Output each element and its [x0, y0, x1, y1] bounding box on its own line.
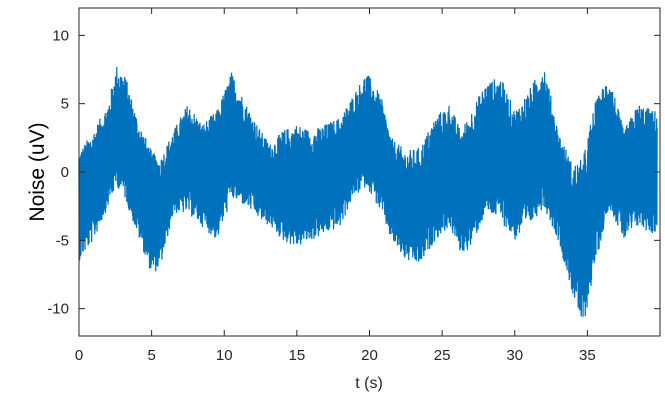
x-tick-label: 0 — [75, 347, 83, 364]
x-axis-label: t (s) — [355, 375, 383, 392]
x-tick-label: 15 — [289, 347, 306, 364]
noise-signal-layer — [78, 66, 658, 317]
y-tick-label: 5 — [61, 96, 69, 113]
y-axis-label: Noise (uV) — [26, 122, 49, 221]
x-tick-label: 5 — [147, 347, 155, 364]
y-tick-label: 0 — [61, 164, 69, 181]
x-tick-label: 35 — [579, 347, 596, 364]
x-tick-label: 25 — [434, 347, 451, 364]
x-tick-label: 30 — [506, 347, 523, 364]
axis-ticks: 0 5 10 15 20 25 30 35 -10 -5 0 5 10 — [47, 8, 660, 364]
y-tick-label: -10 — [47, 301, 69, 318]
x-tick-label: 10 — [216, 347, 233, 364]
x-tick-label: 20 — [361, 347, 378, 364]
noise-series-line — [78, 66, 658, 317]
y-tick-label: -5 — [56, 232, 69, 249]
y-tick-label: 10 — [52, 27, 69, 44]
